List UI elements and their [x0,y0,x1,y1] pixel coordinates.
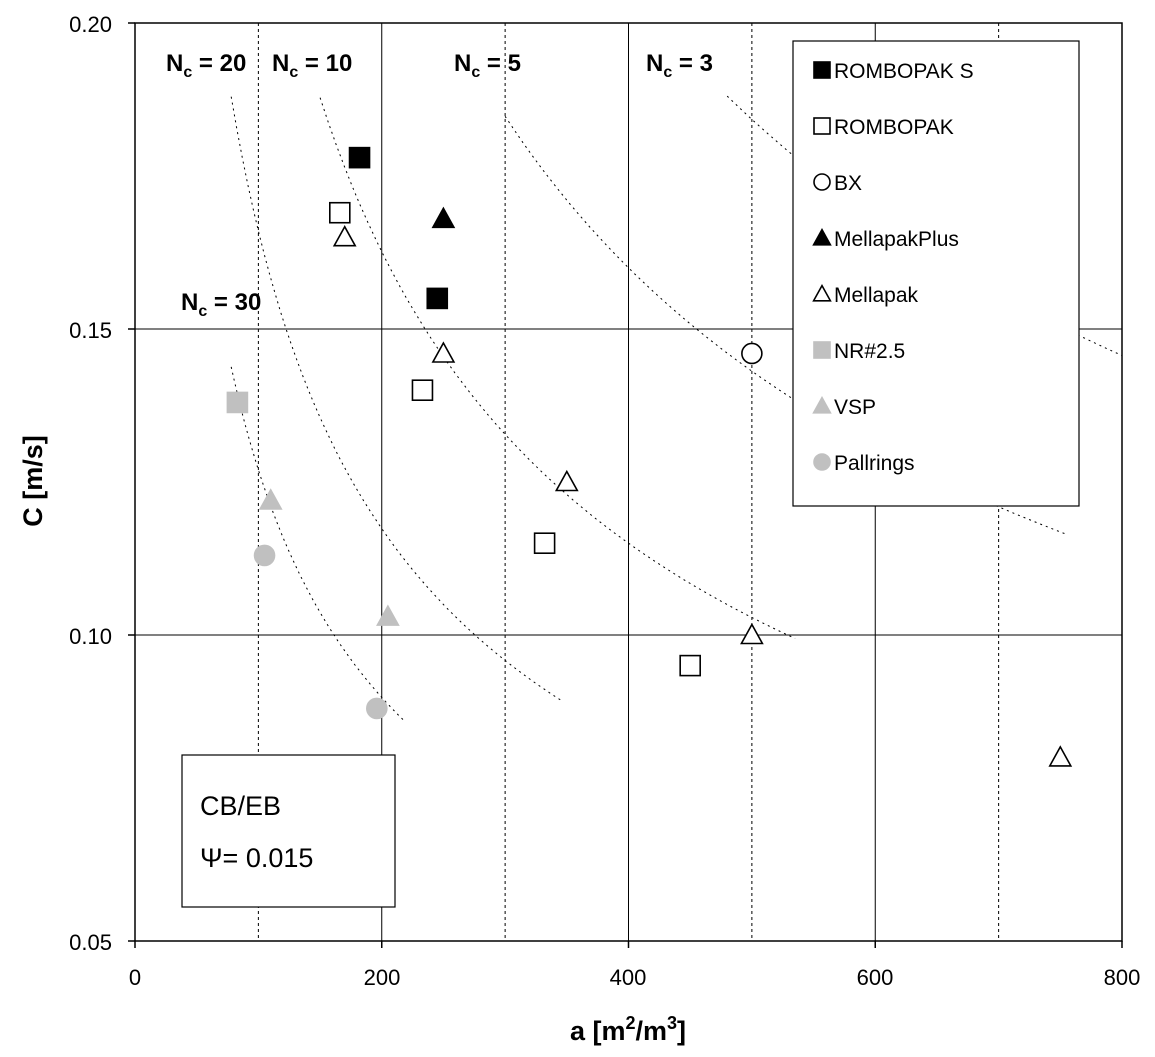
nc-curve [230,96,561,701]
x-tick-label: 0 [129,965,141,990]
x-tick-label: 800 [1104,965,1141,990]
legend: ROMBOPAK S ROMBOPAK BX MellapakPlus Mellapak… [792,40,1080,507]
nc-curves [230,95,1123,721]
y-tick-label: 0.10 [69,624,112,649]
legend-marker [813,173,831,191]
data-point [1048,745,1073,767]
legend-label: Pallrings [834,452,915,475]
legend-label: BX [834,172,862,195]
legend-label: ROMBOPAK S [834,60,974,83]
data-point [348,146,371,169]
nc-label-3: Nc = 3 [646,50,713,81]
legend-marker [813,341,831,359]
x-tick-label: 200 [364,965,401,990]
annotation-line-1: CB/EB [200,791,281,821]
legend-label: Mellapak [834,284,919,307]
nc-label-30: Nc = 30 [181,289,261,320]
data-point [258,488,283,510]
legend-box [792,40,1080,507]
axis-ticks [128,22,1123,948]
data-point [426,287,449,310]
y-tick-label: 0.15 [69,318,112,343]
y-tick-label: 0.20 [69,12,112,37]
nc-label-5: Nc = 5 [454,50,521,81]
legend-entry: ROMBOPAK [813,116,954,139]
x-tick-label: 600 [857,965,894,990]
legend-label: NR#2.5 [834,340,905,363]
data-point [329,201,351,224]
data-point [533,532,556,555]
data-point [741,342,763,365]
legend-label: ROMBOPAK [834,116,954,139]
legend-marker [813,61,831,79]
annotation-frame [181,754,396,908]
data-point [376,604,400,626]
legend-marker [812,283,832,302]
legend-marker [812,227,832,246]
legend-marker [813,453,831,471]
data-points [226,146,1073,767]
data-point [740,622,764,645]
data-point [332,225,357,247]
data-point [431,206,456,229]
legend-entry: NR#2.5 [813,340,905,363]
nc-label-10: Nc = 10 [272,50,352,81]
data-point [253,544,276,567]
legend-marker [813,117,831,135]
x-axis-title: a [m2/m3] [570,1013,686,1046]
data-point [411,379,434,402]
data-point [554,469,579,492]
data-point [226,391,249,414]
legend-entry: VSP [812,395,876,419]
data-point [366,697,388,720]
legend-marker [812,395,832,414]
legend-label: VSP [834,396,876,419]
annotation-box: CB/EB Ψ= 0.015 [181,754,396,908]
x-tick-label: 400 [610,965,647,990]
legend-entry: Pallrings [813,452,915,475]
data-point [431,341,456,363]
nc-label-20: Nc = 20 [166,50,246,81]
legend-entry: BX [813,172,862,195]
legend-entry: ROMBOPAK S [813,60,974,83]
nc-curve [319,97,796,639]
legend-entry: MellapakPlus [812,227,959,251]
y-axis-title: C [m/s] [18,435,48,527]
y-tick-label: 0.05 [69,930,112,955]
legend-label: MellapakPlus [834,228,959,251]
annotation-line-2: Ψ= 0.015 [200,843,313,873]
legend-entry: Mellapak [812,283,919,307]
data-point [679,654,701,677]
nc-curve [230,366,405,721]
nc-curve [504,116,1067,535]
